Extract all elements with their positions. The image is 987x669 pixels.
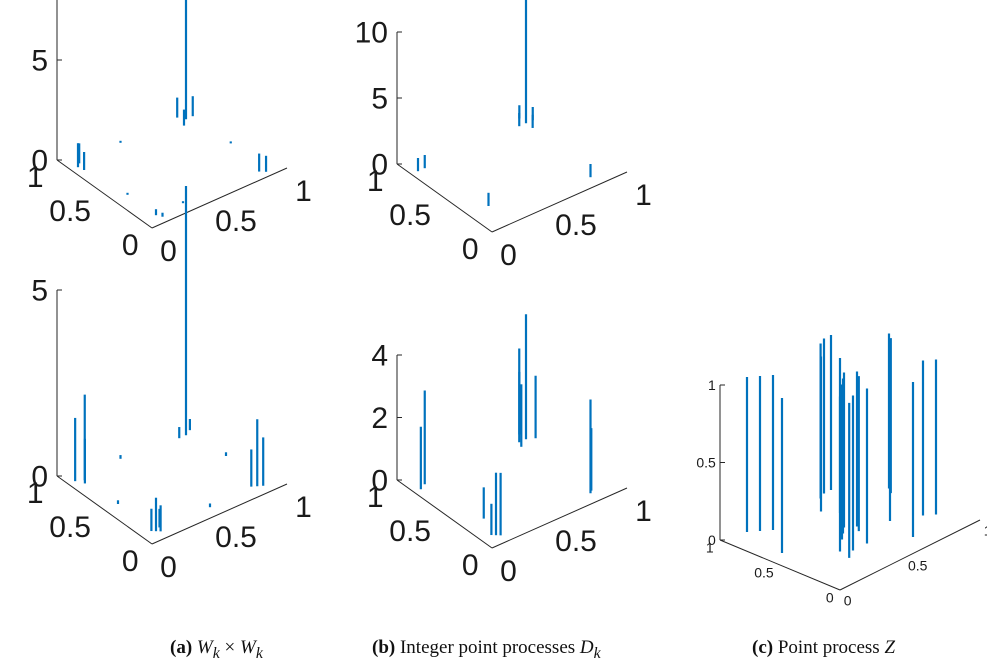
y-tick-label: 0.5 <box>389 199 431 232</box>
y-tick-label: 0 <box>122 229 139 262</box>
x-tick-label: 1 <box>635 179 652 212</box>
y-tick-label: 1 <box>706 540 714 556</box>
y-axis <box>396 479 493 549</box>
caption-b: (b) Integer point processes Dk <box>372 637 601 662</box>
y-tick-label: 1 <box>27 161 44 194</box>
y-tick-label: 0.5 <box>49 511 91 544</box>
y-tick-label: 1 <box>367 481 384 514</box>
y-tick-label: 0 <box>462 233 479 266</box>
z-tick-label: 5 <box>31 275 48 308</box>
x-axis <box>491 171 628 233</box>
y-tick-label: 0.5 <box>49 195 91 228</box>
z-tick-label: 0 <box>31 461 48 494</box>
y-tick-label: 1 <box>27 477 44 510</box>
z-tick-label: 0 <box>31 145 48 178</box>
x-tick-label: 1 <box>295 491 312 524</box>
z-tick-label: 10 <box>355 17 388 50</box>
x-tick-label: 0 <box>500 555 517 588</box>
x-axis <box>839 519 981 591</box>
x-tick-label: 0.5 <box>215 521 257 554</box>
x-tick-label: 0.5 <box>555 209 597 242</box>
x-tick-label: 1 <box>984 522 987 538</box>
z-tick-label: 0 <box>371 149 388 182</box>
y-tick-label: 0.5 <box>754 565 774 581</box>
y-tick-label: 0 <box>826 590 834 606</box>
x-tick-label: 0.5 <box>215 205 257 238</box>
x-tick-label: 0.5 <box>908 557 928 573</box>
z-tick-label: 5 <box>31 45 48 78</box>
y-tick-label: 0.5 <box>389 515 431 548</box>
caption-a: (a) Wk × Wk <box>170 637 263 662</box>
x-tick-label: 0 <box>160 551 177 584</box>
x-tick-label: 0 <box>500 239 517 272</box>
x-axis <box>151 483 288 545</box>
x-tick-label: 0.5 <box>555 525 597 558</box>
z-tick-label: 0 <box>708 532 716 548</box>
x-axis <box>491 487 628 549</box>
z-tick-label: 2 <box>371 402 388 435</box>
z-tick-label: 4 <box>371 340 388 373</box>
z-tick-label: 0 <box>371 465 388 498</box>
y-axis <box>56 159 153 229</box>
x-tick-label: 1 <box>635 495 652 528</box>
y-axis <box>719 539 841 591</box>
z-tick-label: 1 <box>708 377 716 393</box>
x-tick-label: 1 <box>295 175 312 208</box>
y-tick-label: 0 <box>122 545 139 578</box>
z-tick-label: 0.5 <box>696 454 716 470</box>
y-axis <box>56 475 153 545</box>
z-tick-label: 5 <box>371 83 388 116</box>
y-tick-label: 1 <box>367 165 384 198</box>
y-axis <box>396 163 493 233</box>
y-tick-label: 0 <box>462 549 479 582</box>
caption-c: (c) Point process Z <box>752 637 896 658</box>
x-tick-label: 0 <box>844 592 852 608</box>
x-axis <box>151 167 288 229</box>
x-tick-label: 0 <box>160 235 177 268</box>
